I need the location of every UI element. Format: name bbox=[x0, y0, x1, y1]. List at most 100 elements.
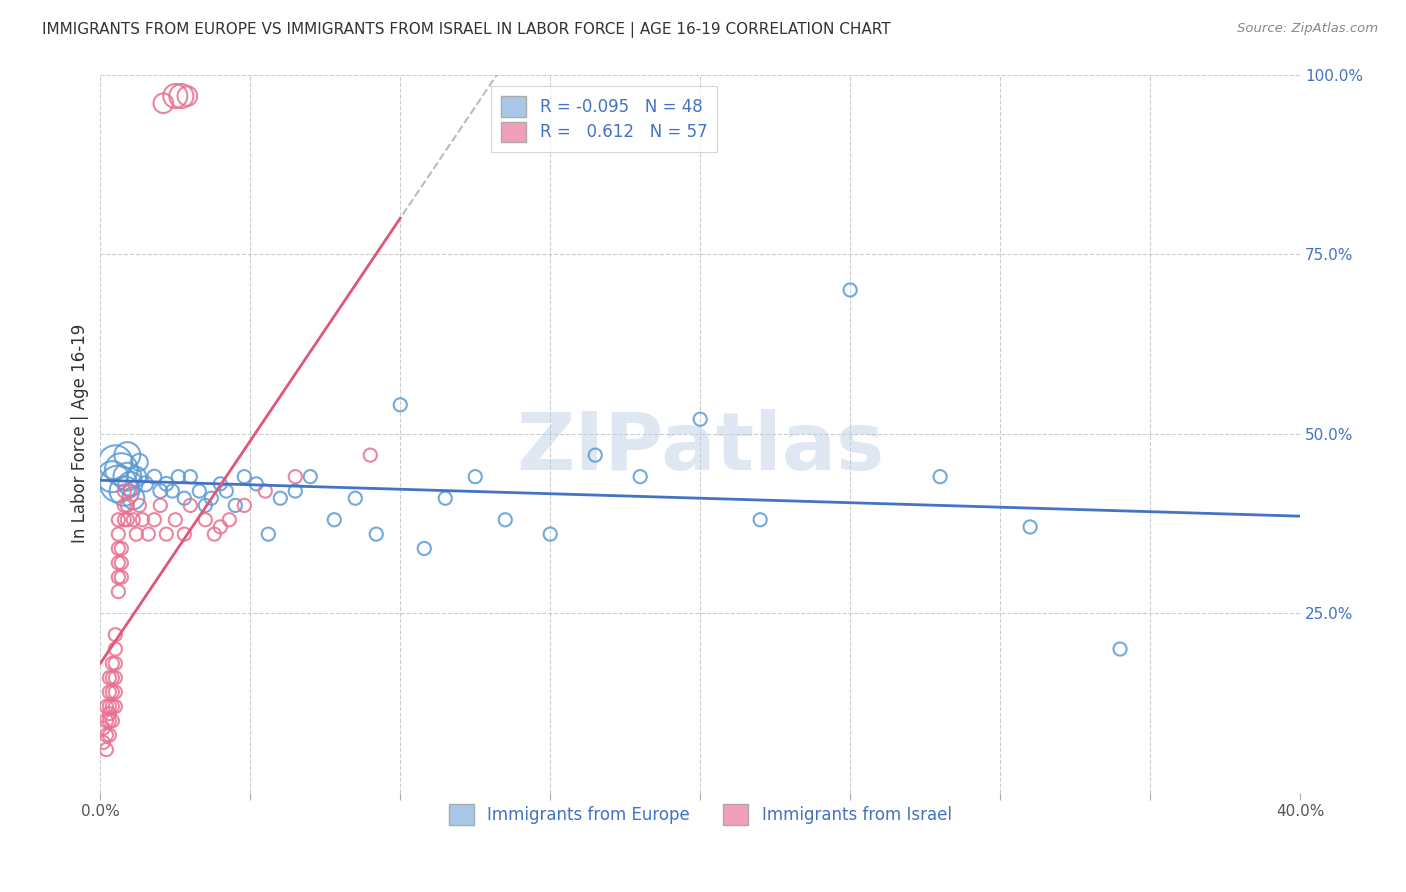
Point bbox=[179, 469, 201, 483]
Point bbox=[120, 483, 142, 498]
Point bbox=[93, 735, 115, 749]
Point bbox=[359, 448, 381, 462]
Point bbox=[110, 556, 132, 570]
Point bbox=[224, 499, 246, 513]
Point bbox=[749, 513, 772, 527]
Point bbox=[98, 685, 121, 699]
Point bbox=[104, 657, 127, 671]
Point bbox=[188, 483, 211, 498]
Point bbox=[389, 398, 412, 412]
Point bbox=[93, 721, 115, 735]
Point bbox=[143, 469, 166, 483]
Point bbox=[202, 527, 225, 541]
Point bbox=[494, 513, 516, 527]
Point bbox=[233, 499, 256, 513]
Point bbox=[98, 706, 121, 721]
Point bbox=[122, 513, 145, 527]
Point bbox=[104, 685, 127, 699]
Point bbox=[96, 728, 118, 742]
Point bbox=[117, 499, 139, 513]
Point bbox=[101, 714, 124, 728]
Point bbox=[1019, 520, 1042, 534]
Point bbox=[96, 742, 118, 756]
Point bbox=[107, 527, 129, 541]
Point bbox=[179, 499, 201, 513]
Point bbox=[165, 89, 187, 103]
Point bbox=[98, 671, 121, 685]
Point bbox=[254, 483, 277, 498]
Point bbox=[218, 513, 240, 527]
Point bbox=[98, 714, 121, 728]
Point bbox=[200, 491, 222, 506]
Point bbox=[583, 448, 606, 462]
Point bbox=[117, 448, 139, 462]
Point bbox=[101, 671, 124, 685]
Point bbox=[98, 699, 121, 714]
Point bbox=[538, 527, 561, 541]
Point bbox=[107, 584, 129, 599]
Point bbox=[233, 469, 256, 483]
Point bbox=[134, 476, 156, 491]
Point bbox=[155, 476, 177, 491]
Text: IMMIGRANTS FROM EUROPE VS IMMIGRANTS FROM ISRAEL IN LABOR FORCE | AGE 16-19 CORR: IMMIGRANTS FROM EUROPE VS IMMIGRANTS FRO… bbox=[42, 22, 891, 38]
Point bbox=[101, 469, 124, 483]
Point bbox=[96, 699, 118, 714]
Point bbox=[120, 476, 142, 491]
Point bbox=[104, 642, 127, 657]
Y-axis label: In Labor Force | Age 16-19: In Labor Force | Age 16-19 bbox=[72, 324, 89, 543]
Point bbox=[125, 527, 148, 541]
Point bbox=[167, 469, 190, 483]
Point bbox=[245, 476, 267, 491]
Point bbox=[149, 499, 172, 513]
Point bbox=[209, 476, 232, 491]
Point bbox=[110, 541, 132, 556]
Point bbox=[107, 476, 129, 491]
Point bbox=[107, 556, 129, 570]
Point bbox=[173, 527, 195, 541]
Point bbox=[323, 513, 346, 527]
Point bbox=[162, 483, 184, 498]
Point bbox=[101, 685, 124, 699]
Point bbox=[110, 462, 132, 476]
Point bbox=[131, 513, 153, 527]
Point bbox=[215, 483, 238, 498]
Point bbox=[284, 483, 307, 498]
Point bbox=[173, 491, 195, 506]
Point bbox=[269, 491, 291, 506]
Point bbox=[464, 469, 486, 483]
Point bbox=[155, 527, 177, 541]
Point bbox=[117, 513, 139, 527]
Point bbox=[101, 657, 124, 671]
Point bbox=[839, 283, 862, 297]
Point bbox=[96, 714, 118, 728]
Point bbox=[366, 527, 388, 541]
Point bbox=[104, 699, 127, 714]
Point bbox=[101, 699, 124, 714]
Point bbox=[689, 412, 711, 426]
Point bbox=[112, 483, 135, 498]
Point bbox=[112, 483, 135, 498]
Point bbox=[128, 499, 150, 513]
Point bbox=[104, 671, 127, 685]
Point bbox=[138, 527, 160, 541]
Point bbox=[194, 513, 217, 527]
Point bbox=[284, 469, 307, 483]
Point bbox=[143, 513, 166, 527]
Point bbox=[194, 499, 217, 513]
Text: ZIPatlas: ZIPatlas bbox=[516, 409, 884, 487]
Point bbox=[125, 469, 148, 483]
Point bbox=[117, 469, 139, 483]
Legend: Immigrants from Europe, Immigrants from Israel: Immigrants from Europe, Immigrants from … bbox=[439, 794, 962, 835]
Point bbox=[98, 728, 121, 742]
Point bbox=[104, 628, 127, 642]
Point bbox=[176, 89, 198, 103]
Point bbox=[413, 541, 436, 556]
Point bbox=[434, 491, 457, 506]
Point bbox=[209, 520, 232, 534]
Point bbox=[299, 469, 322, 483]
Point bbox=[344, 491, 367, 506]
Point bbox=[112, 513, 135, 527]
Point bbox=[257, 527, 280, 541]
Point bbox=[165, 513, 187, 527]
Point bbox=[628, 469, 651, 483]
